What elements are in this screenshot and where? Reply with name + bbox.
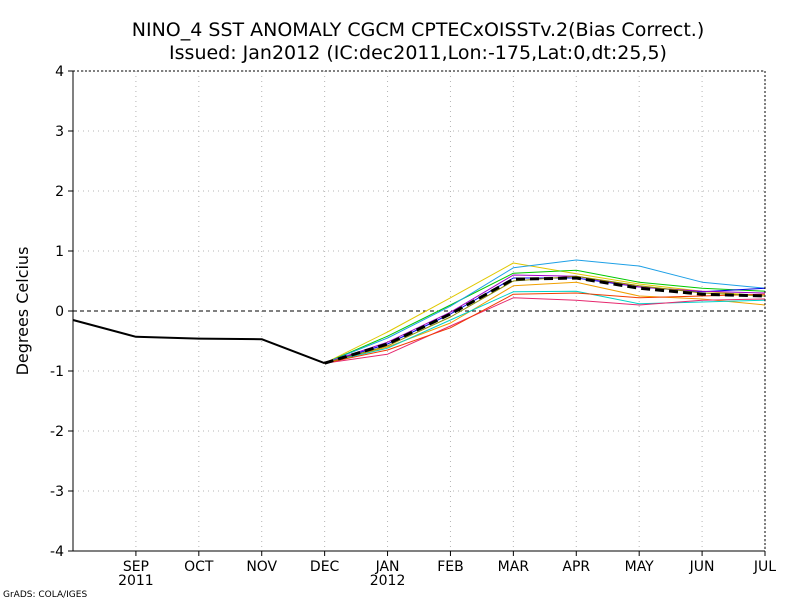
- x-tick-label: APR: [562, 559, 590, 575]
- y-tick-labels: 4 3 2 1 0 -1 -2 -3 -4: [50, 64, 64, 560]
- x-tick-label: DEC: [310, 559, 340, 575]
- x-tick-label: JUL: [753, 559, 776, 575]
- series-layer: [72, 259, 766, 365]
- series-line-member-9: [324, 292, 766, 364]
- y-tick-label: 3: [55, 124, 64, 140]
- x-tick-labels: SEP OCT NOV DEC JAN FEB MAR APR MAY JUN JUL 2011 201…: [118, 559, 776, 589]
- y-tick-label: 2: [55, 184, 64, 200]
- y-tick-label: -3: [50, 484, 64, 500]
- series-line-member-10: [324, 275, 766, 364]
- axis-layer: [68, 70, 766, 556]
- series-line-member-8: [324, 297, 766, 364]
- y-tick-label: 4: [55, 64, 64, 80]
- series-line-member-7: [324, 290, 766, 364]
- series-line-member-5: [324, 274, 766, 364]
- y-tick-label: 0: [55, 304, 64, 320]
- x-tick-label: SEP: [123, 559, 149, 575]
- series-line-ensemble-mean: [324, 276, 766, 365]
- x-year-label: 2011: [118, 573, 154, 589]
- x-tick-label: JAN: [375, 559, 400, 575]
- x-tick-label: JUN: [689, 559, 715, 575]
- y-tick-label: -4: [50, 544, 64, 560]
- x-tick-label: NOV: [246, 559, 277, 575]
- series-line-member-2: [324, 269, 766, 364]
- y-axis-label: Degrees Celcius: [13, 247, 32, 376]
- grads-credit: GrADS: COLA/IGES: [3, 590, 87, 600]
- x-tick-label: MAY: [625, 559, 655, 575]
- x-year-label: 2012: [370, 573, 406, 589]
- y-tick-label: -1: [50, 364, 64, 380]
- series-line-member-3: [324, 259, 766, 364]
- chart-subtitle: Issued: Jan2012 (IC:dec2011,Lon:-175,Lat…: [169, 42, 667, 64]
- y-tick-label: -2: [50, 424, 64, 440]
- chart-title: NINO_4 SST ANOMALY CGCM CPTECxOISSTv.2(B…: [132, 19, 704, 41]
- series-line-observed: [72, 319, 325, 365]
- x-tick-label: OCT: [184, 559, 214, 575]
- x-tick-label: FEB: [437, 559, 464, 575]
- x-tick-label: MAR: [498, 559, 530, 575]
- y-tick-label: 1: [55, 244, 64, 260]
